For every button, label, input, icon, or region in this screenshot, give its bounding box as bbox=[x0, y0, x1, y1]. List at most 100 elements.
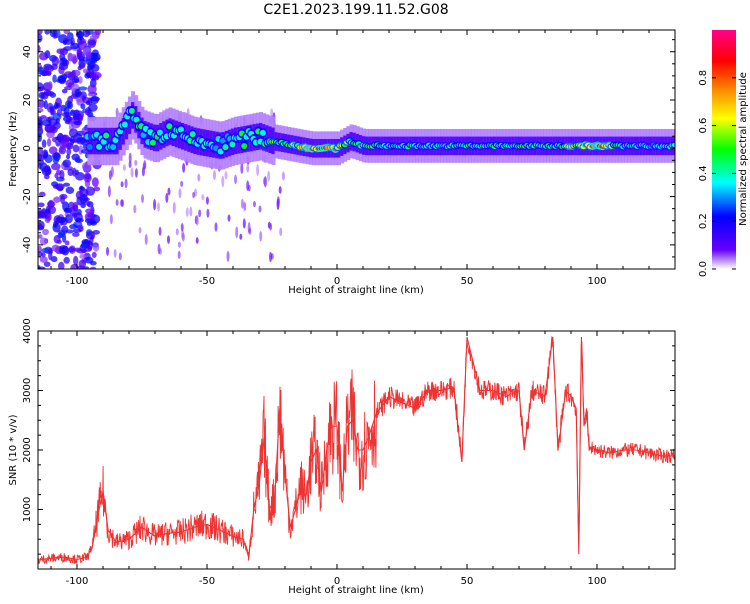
spectrogram-noise-blob bbox=[68, 245, 76, 254]
spectrogram-noise-blob bbox=[84, 72, 91, 79]
spectrogram-noise-blob bbox=[58, 62, 69, 71]
spectrogram-noise-blob bbox=[205, 196, 209, 205]
spectrogram-noise-blob bbox=[38, 234, 43, 239]
spectrogram-noise-blob bbox=[72, 55, 77, 65]
spectrogram-noise-blob bbox=[78, 86, 88, 91]
spectrogram-ridge-core bbox=[121, 121, 128, 128]
spectrogram-noise-blob bbox=[269, 222, 273, 231]
spectrogram-noise-blob bbox=[41, 166, 52, 177]
spectrogram-noise-blob bbox=[79, 62, 86, 69]
colorbar-label: Normalized spectral amplitude bbox=[738, 72, 749, 226]
spectrogram-noise-blob bbox=[59, 141, 67, 150]
spectrogram-noise-blob bbox=[76, 48, 83, 59]
spectrogram-noise-blob bbox=[248, 227, 252, 235]
spectrogram-noise-blob bbox=[48, 247, 53, 255]
spectrogram-noise-blob bbox=[195, 237, 199, 244]
spectrogram-noise-blob bbox=[70, 42, 80, 50]
spectrogram-noise-blob bbox=[43, 261, 51, 267]
spectrogram-noise-blob bbox=[63, 46, 73, 52]
spectrogram-noise-blob bbox=[53, 234, 61, 244]
spectrogram-noise-blob bbox=[67, 168, 74, 177]
spectrogram-noise-blob bbox=[61, 88, 68, 94]
spectrogram-x-tick-label: -100 bbox=[66, 276, 89, 287]
spectrogram-noise-blob bbox=[134, 159, 138, 166]
spectrogram-noise-blob bbox=[65, 214, 73, 224]
spectrogram-noise-blob bbox=[90, 56, 100, 62]
spectrogram-noise-blob bbox=[85, 51, 92, 60]
spectrogram-noise-blob bbox=[38, 222, 43, 228]
spectrogram-noise-blob bbox=[153, 198, 157, 211]
spectrogram-ridge-core bbox=[259, 129, 266, 136]
spectrogram-noise-blob bbox=[89, 266, 97, 269]
spectrogram-noise-blob bbox=[68, 128, 79, 138]
spectrogram-noise-blob bbox=[180, 223, 184, 232]
spectrogram-noise-blob bbox=[38, 52, 49, 61]
spectrogram-x-tick-label: 50 bbox=[461, 276, 474, 287]
spectrogram-noise-blob bbox=[85, 186, 96, 196]
spectrogram-noise-blob bbox=[234, 174, 238, 185]
spectrogram-noise-blob bbox=[47, 81, 53, 91]
spectrogram-noise-blob bbox=[256, 164, 260, 176]
snr-x-tick-label: 100 bbox=[587, 576, 606, 587]
spectrogram-noise-blob bbox=[85, 57, 92, 66]
spectrogram-noise-blob bbox=[212, 170, 216, 181]
spectrogram-noise-blob bbox=[48, 146, 58, 155]
spectrogram-noise-blob bbox=[62, 201, 70, 212]
colorbar-axis: 0.0 0.2 0.4 0.6 0.8 bbox=[698, 70, 736, 277]
spectrogram-noise-blob bbox=[38, 251, 44, 257]
spectrogram-noise-blob bbox=[64, 240, 70, 246]
spectrogram-noise-blob bbox=[240, 198, 244, 209]
spectrogram-noise-blob bbox=[252, 200, 256, 208]
spectrogram-noise-blob bbox=[58, 230, 66, 238]
spectrogram-noise-blob bbox=[156, 202, 160, 212]
spectrogram-x-tick-label: 100 bbox=[587, 276, 606, 287]
spectrogram-ridge-core bbox=[222, 144, 229, 151]
spectrogram-noise-blob bbox=[52, 112, 62, 121]
spectrogram-noise-blob bbox=[133, 204, 137, 214]
spectrogram-noise-blob bbox=[214, 222, 218, 232]
spectrogram-noise-blob bbox=[38, 44, 41, 54]
spectrogram-noise-blob bbox=[109, 214, 113, 225]
spectrogram-noise-blob bbox=[281, 171, 285, 181]
spectrogram-noise-blob bbox=[82, 68, 89, 74]
snr-y-tick-label: 4000 bbox=[22, 318, 33, 343]
spectrogram-noise-blobs bbox=[38, 30, 285, 269]
spectrogram-ridge-core bbox=[128, 107, 135, 114]
spectrogram-ridge-core bbox=[110, 144, 117, 151]
spectrogram-panel: -100 -50 0 50 100 40 20 0 -20 -40 Height of strai… bbox=[8, 29, 676, 296]
spectrogram-noise-blob bbox=[41, 247, 50, 254]
spectrogram-noise-blob bbox=[63, 106, 70, 117]
spectrogram-noise-blob bbox=[53, 102, 59, 110]
spectrogram-noise-blob bbox=[91, 49, 99, 57]
spectrogram-noise-blob bbox=[85, 100, 91, 106]
snr-y-tick-label: 3000 bbox=[22, 378, 33, 403]
spectrogram-noise-blob bbox=[198, 209, 202, 218]
spectrogram-noise-blob bbox=[75, 158, 83, 163]
spectrogram-noise-blob bbox=[56, 48, 65, 55]
spectrogram-noise-blob bbox=[39, 237, 48, 246]
spectrogram-ridge-core bbox=[189, 131, 196, 138]
spectrogram-axes: -100 -50 0 50 100 40 20 0 -20 -40 bbox=[22, 30, 676, 287]
spectrogram-noise-blob bbox=[74, 217, 84, 223]
spectrogram-noise-blob bbox=[42, 149, 49, 159]
spectrogram-noise-blob bbox=[178, 188, 182, 199]
spectrogram-noise-blob bbox=[79, 185, 84, 190]
spectrogram-noise-blob bbox=[130, 167, 134, 178]
spectrogram-noise-blob bbox=[243, 201, 247, 212]
spectrogram-noise-blob bbox=[91, 251, 97, 258]
spectrogram-noise-blob bbox=[195, 214, 199, 226]
spectrogram-noise-blob bbox=[76, 248, 86, 254]
spectrogram-noise-blob bbox=[91, 64, 100, 72]
spectrogram-noise-blob bbox=[73, 255, 79, 266]
spectrogram-y-tick-label: 0 bbox=[22, 145, 33, 151]
spectrogram-ridge-core bbox=[96, 143, 103, 150]
spectrogram-noise-blob bbox=[52, 196, 62, 203]
spectrogram-noise-blob bbox=[189, 206, 193, 217]
spectrogram-noise-blob bbox=[84, 110, 90, 116]
spectrogram-noise-blob bbox=[58, 148, 64, 154]
spectrogram-noise-blob bbox=[157, 243, 161, 255]
spectrogram-noise-blob bbox=[113, 249, 117, 258]
spectrogram-noise-blob bbox=[70, 109, 75, 116]
spectrogram-noise-blob bbox=[263, 177, 267, 186]
